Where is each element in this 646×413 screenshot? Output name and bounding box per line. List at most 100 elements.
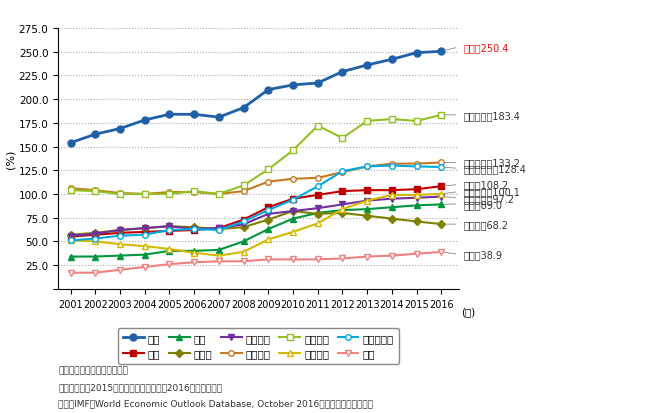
日本 — [437, 50, 445, 55]
フランス — [314, 206, 322, 211]
米国 — [314, 193, 322, 198]
ポルトガル — [437, 165, 445, 170]
米国 — [437, 184, 445, 189]
イタリア — [116, 191, 124, 196]
韓国 — [116, 268, 124, 273]
英国 — [339, 208, 346, 213]
ポルトガル — [264, 208, 272, 213]
米国 — [67, 235, 74, 240]
ポルトガル — [215, 228, 223, 233]
米国 — [363, 188, 371, 193]
英国 — [141, 253, 149, 258]
ギリシャ — [91, 189, 99, 194]
スペイン — [116, 242, 124, 247]
韓国 — [67, 271, 74, 275]
ドイツ — [388, 216, 396, 221]
ドイツ — [165, 224, 173, 229]
スペイン — [91, 239, 99, 244]
米国 — [91, 233, 99, 237]
米国 — [215, 226, 223, 231]
ドイツ — [215, 227, 223, 232]
ポルトガル — [165, 228, 173, 233]
Line: ポルトガル: ポルトガル — [68, 163, 444, 244]
スペイン — [363, 199, 371, 204]
韓国 — [91, 271, 99, 275]
イタリア — [165, 190, 173, 195]
ドイツ — [314, 212, 322, 217]
日本 — [215, 115, 223, 120]
Line: ギリシャ: ギリシャ — [68, 113, 444, 197]
ドイツ — [141, 226, 149, 231]
フランス — [116, 228, 124, 233]
英国 — [289, 216, 297, 221]
ドイツ — [289, 209, 297, 214]
フランス — [240, 222, 247, 227]
スペイン — [339, 207, 346, 212]
英国 — [413, 203, 421, 208]
日本 — [141, 118, 149, 123]
ポルトガル — [116, 234, 124, 239]
日本 — [339, 70, 346, 75]
Text: 英国、89.0: 英国、89.0 — [464, 199, 503, 209]
米国 — [190, 228, 198, 233]
フランス — [339, 202, 346, 207]
米国 — [413, 187, 421, 192]
韓国 — [314, 257, 322, 262]
スペイン — [413, 193, 421, 198]
日本 — [363, 63, 371, 68]
韓国 — [413, 252, 421, 256]
韓国 — [215, 259, 223, 264]
フランス — [91, 232, 99, 237]
ポルトガル — [190, 227, 198, 232]
英国 — [215, 248, 223, 253]
ギリシャ — [116, 192, 124, 197]
スペイン — [264, 237, 272, 242]
フランス — [165, 224, 173, 229]
イタリア — [264, 180, 272, 185]
ギリシャ — [67, 188, 74, 193]
Line: ドイツ: ドイツ — [68, 209, 444, 238]
フランス — [264, 212, 272, 217]
ギリシャ — [240, 183, 247, 188]
スペイン — [388, 193, 396, 198]
Line: イタリア: イタリア — [68, 160, 444, 197]
スペイン — [165, 247, 173, 252]
韓国 — [437, 250, 445, 255]
ギリシャ — [363, 119, 371, 124]
日本 — [240, 106, 247, 111]
Text: 資料）IMF『World Economic Outlook Database, October 2016』より国土交通省作成: 資料）IMF『World Economic Outlook Database, … — [58, 399, 373, 408]
日本 — [388, 58, 396, 63]
英国 — [264, 227, 272, 232]
Line: 英国: 英国 — [68, 202, 444, 260]
スペイン — [437, 192, 445, 197]
フランス — [190, 227, 198, 232]
米国 — [116, 231, 124, 236]
ドイツ — [413, 219, 421, 224]
フランス — [437, 195, 445, 199]
ギリシャ — [289, 149, 297, 154]
Text: 日本、250.4: 日本、250.4 — [464, 43, 509, 53]
Line: 日本: 日本 — [67, 49, 445, 147]
ドイツ — [190, 225, 198, 230]
ポルトガル — [413, 164, 421, 169]
イタリア — [289, 177, 297, 182]
Text: ドイツ、68.2: ドイツ、68.2 — [464, 220, 508, 230]
日本 — [67, 141, 74, 146]
Text: 米国、108.2: 米国、108.2 — [464, 180, 509, 190]
米国 — [289, 197, 297, 202]
米国 — [141, 230, 149, 235]
ポルトガル — [141, 233, 149, 237]
英国 — [67, 254, 74, 259]
イタリア — [141, 192, 149, 197]
ギリシャ — [314, 124, 322, 129]
日本 — [413, 51, 421, 56]
フランス — [289, 209, 297, 214]
韓国 — [165, 262, 173, 267]
韓国 — [289, 257, 297, 262]
フランス — [413, 196, 421, 201]
日本 — [190, 112, 198, 117]
スペイン — [314, 221, 322, 226]
ドイツ — [437, 222, 445, 227]
イタリア — [215, 192, 223, 197]
英国 — [363, 207, 371, 212]
